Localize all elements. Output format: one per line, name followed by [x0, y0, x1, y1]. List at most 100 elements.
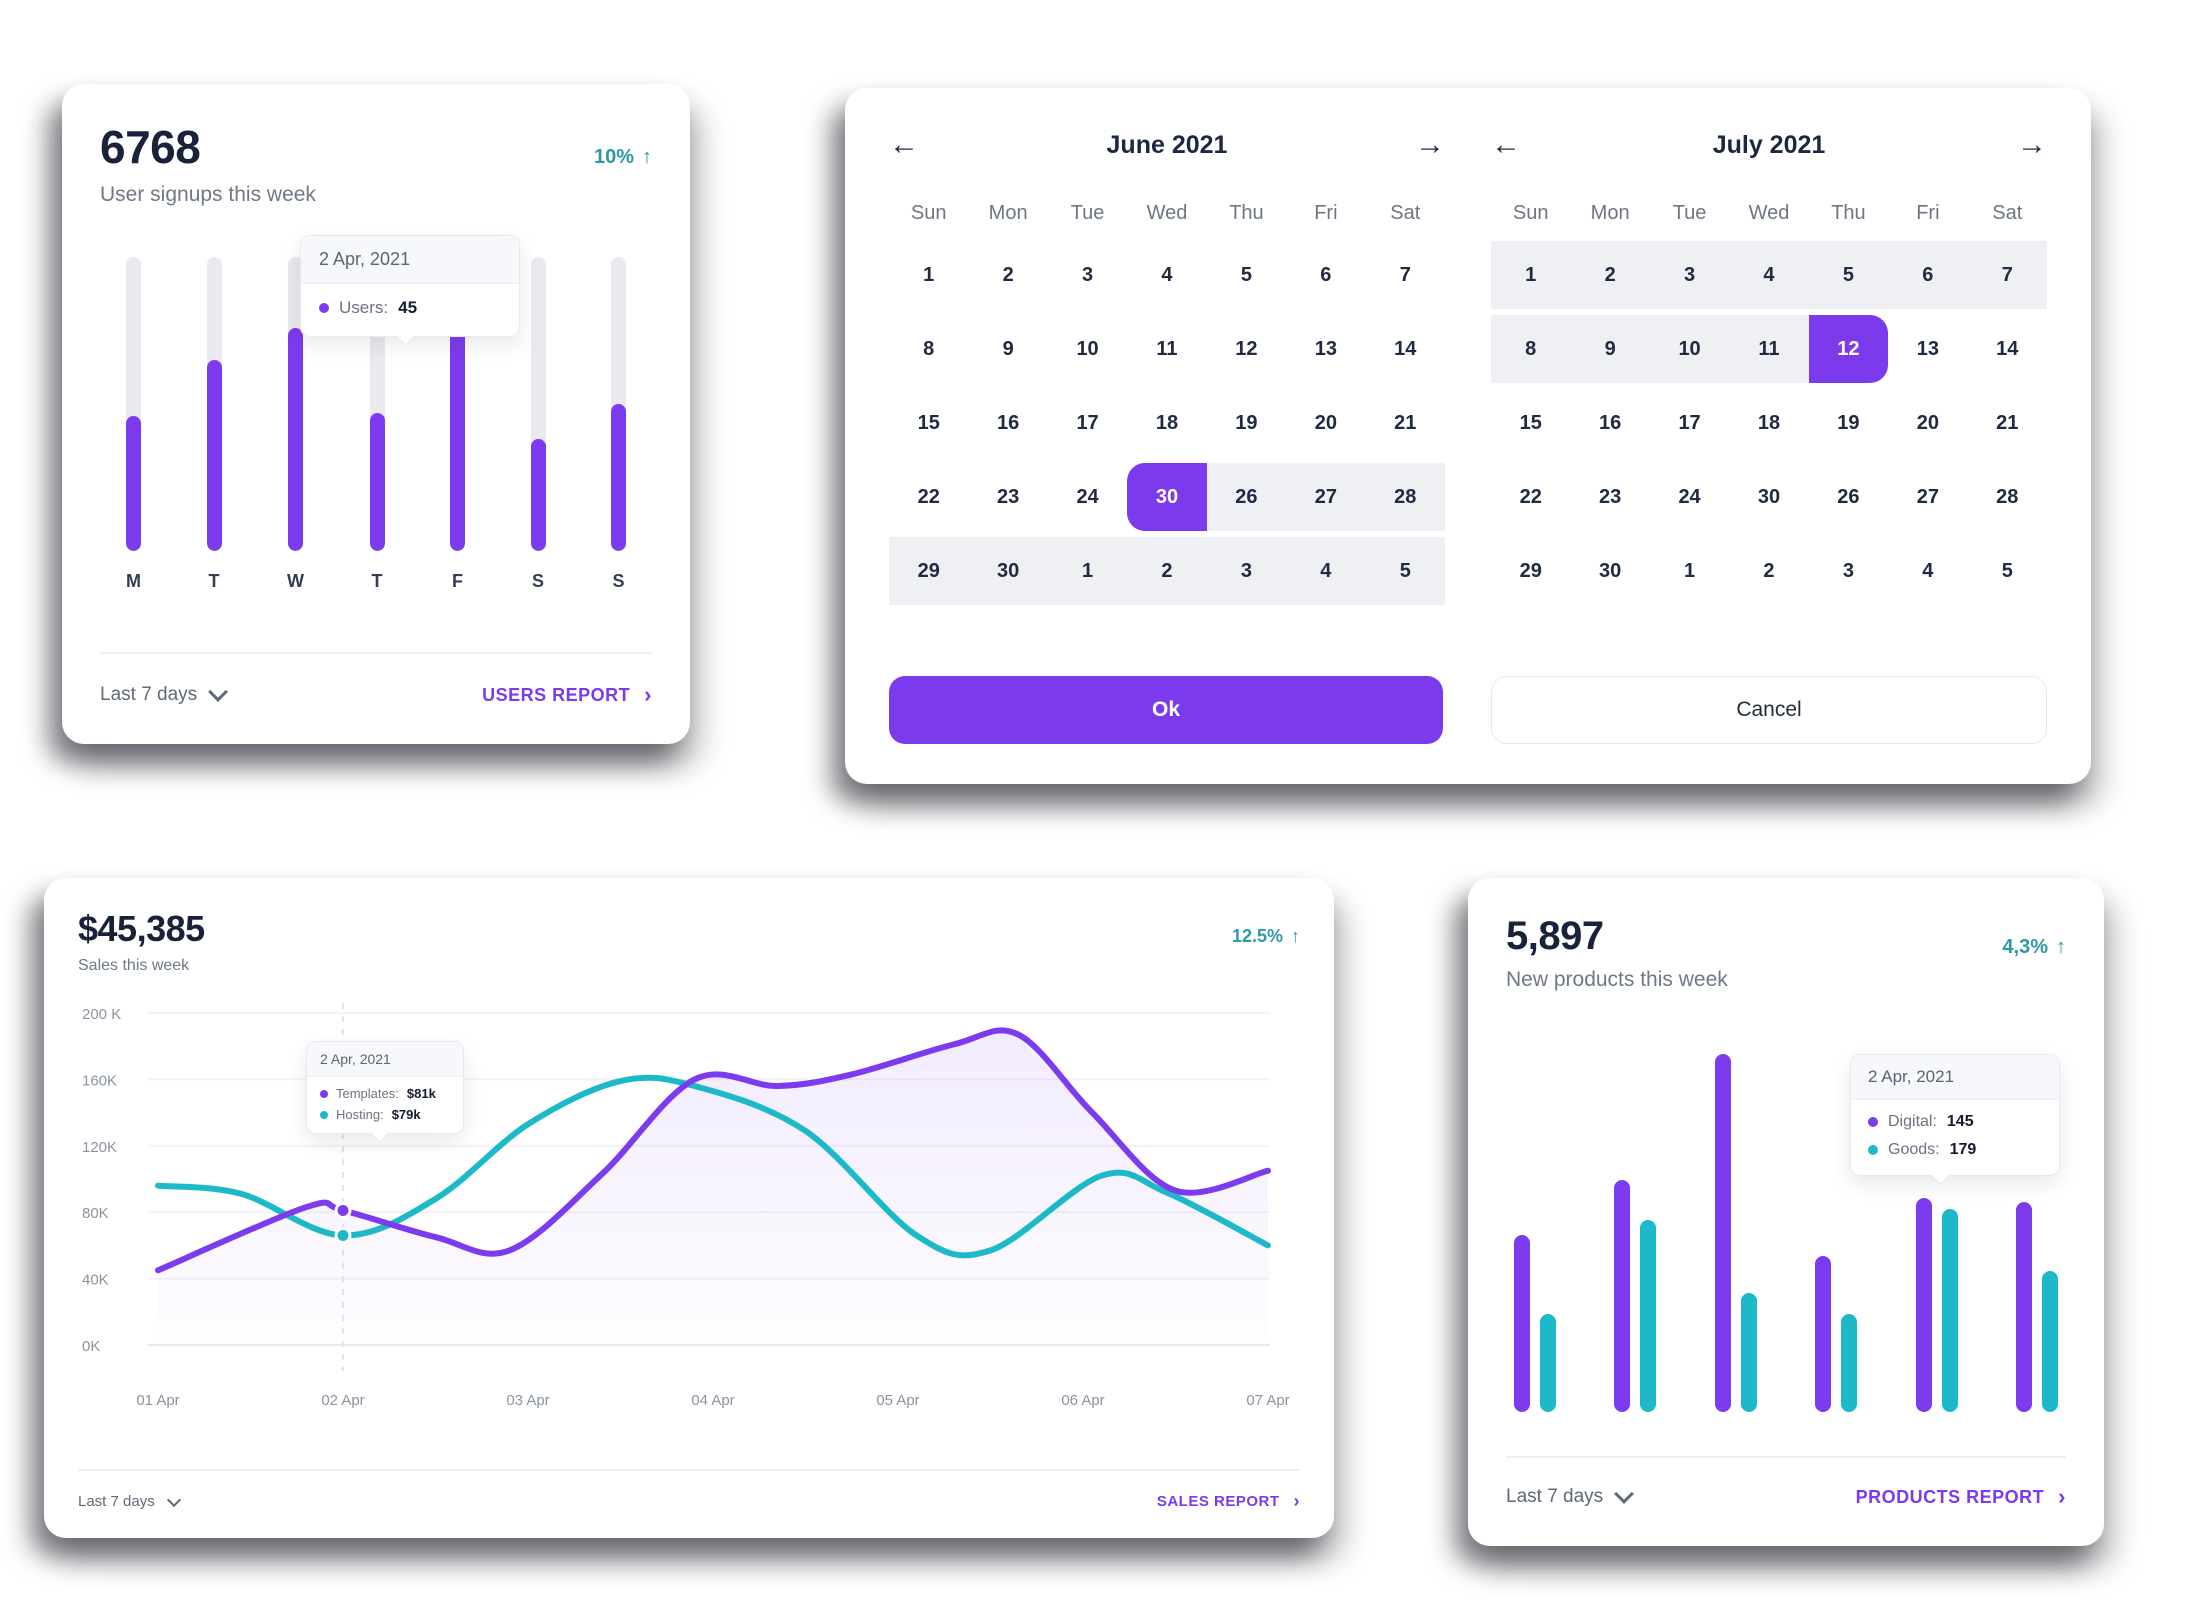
calendar-day[interactable]: 6 [1320, 263, 1332, 286]
calendar-day[interactable]: 2 [1570, 241, 1650, 309]
calendar-day[interactable]: 2 [1127, 537, 1207, 605]
cancel-button[interactable]: Cancel [1491, 676, 2047, 744]
calendar-day[interactable]: 29 [1519, 559, 1542, 582]
products-bar-group[interactable] [1815, 1050, 1858, 1412]
calendar-day[interactable]: 5 [1808, 241, 1889, 309]
calendar-day[interactable]: 13 [1314, 337, 1337, 360]
calendar-day[interactable]: 12 [1235, 337, 1258, 360]
calendar-day[interactable]: 9 [1002, 337, 1014, 360]
users-bar-column[interactable]: W [287, 257, 304, 609]
calendar-day[interactable]: 9 [1570, 315, 1650, 383]
products-bar-group[interactable] [2015, 1050, 2058, 1412]
calendar-day[interactable]: 16 [997, 411, 1020, 434]
calendar-day[interactable]: 1 [923, 263, 935, 286]
calendar-day[interactable]: 17 [1076, 411, 1099, 434]
calendar-day[interactable]: 1 [1047, 537, 1128, 605]
calendar-day[interactable]: 5 [1240, 263, 1252, 286]
users-range-dropdown[interactable]: Last 7 days [100, 682, 229, 706]
next-month-arrow-icon[interactable]: → [1414, 128, 1445, 161]
sales-line-chart[interactable]: 200 K 160K 120K 80K 40K 0K 01 Apr 02 Apr 03 Apr 0… [78, 989, 1300, 1429]
calendar-day[interactable]: 26 [1837, 485, 1860, 508]
calendar-day[interactable]: 26 [1206, 463, 1287, 531]
calendar-day[interactable]: 1 [1684, 559, 1696, 582]
calendar-day[interactable]: 18 [1757, 411, 1781, 434]
calendar-day[interactable]: 19 [1235, 411, 1258, 434]
bar-track [206, 257, 222, 551]
weekday-label: Mon [988, 202, 1028, 224]
calendar-day[interactable]: 18 [1155, 411, 1179, 434]
products-report-link[interactable]: PRODUCTS REPORT › [1856, 1484, 2066, 1510]
calendar-day[interactable]: 24 [1076, 485, 1099, 508]
calendar-day[interactable]: 15 [1519, 411, 1542, 434]
calendar-day[interactable]: 30 [1599, 559, 1622, 582]
calendar-day[interactable]: 11 [1156, 337, 1178, 360]
calendar-day[interactable]: 7 [1967, 241, 2047, 309]
calendar-day[interactable]: 23 [997, 485, 1020, 508]
calendar-day[interactable]: 30 [1757, 485, 1781, 508]
calendar-day[interactable]: 14 [1996, 337, 2019, 360]
calendar-day-selected[interactable]: 12 [1808, 315, 1889, 383]
calendar-day[interactable]: 8 [923, 337, 935, 360]
prev-month-arrow-icon[interactable]: ← [1491, 128, 1521, 161]
calendar-day[interactable]: 4 [1729, 241, 1809, 309]
calendar-day[interactable]: 29 [889, 537, 969, 605]
calendar-day[interactable]: 21 [1996, 411, 2019, 434]
products-bar-group[interactable] [1514, 1050, 1556, 1412]
calendar-day[interactable]: 3 [1082, 263, 1094, 286]
calendar-day[interactable]: 3 [1842, 559, 1854, 582]
calendar-day-selected[interactable]: 30 [1127, 463, 1207, 531]
calendar-day[interactable]: 6 [1888, 241, 1968, 309]
calendar-day[interactable]: 2 [1002, 263, 1014, 286]
calendar-day[interactable]: 8 [1491, 315, 1571, 383]
calendar-day[interactable]: 10 [1649, 315, 1730, 383]
calendar-day[interactable]: 23 [1599, 485, 1622, 508]
users-report-link[interactable]: USERS REPORT › [482, 682, 652, 708]
calendar-day[interactable]: 3 [1649, 241, 1730, 309]
calendar-day[interactable]: 15 [917, 411, 940, 434]
calendar-day[interactable]: 5 [1365, 537, 1445, 605]
calendar-day[interactable]: 16 [1599, 411, 1622, 434]
calendar-day[interactable]: 4 [1286, 537, 1366, 605]
users-bar-chart[interactable]: M T W T F S S 2 Apr, 2021 Users: 45 [100, 235, 652, 609]
products-bar-group[interactable] [1714, 1050, 1757, 1412]
products-bar-group[interactable] [1915, 1050, 1958, 1412]
calendar-day[interactable]: 7 [1399, 263, 1411, 286]
calendar-day[interactable]: 14 [1394, 337, 1417, 360]
series-dot-icon [1868, 1117, 1878, 1127]
next-month-arrow-icon[interactable]: → [2017, 128, 2047, 161]
calendar-day[interactable]: 28 [1996, 485, 2019, 508]
sales-range-dropdown[interactable]: Last 7 days [78, 1492, 181, 1510]
calendar-day[interactable]: 11 [1729, 315, 1809, 383]
ok-button[interactable]: Ok [889, 676, 1443, 744]
calendar-day[interactable]: 4 [1161, 263, 1173, 286]
calendar-day[interactable]: 1 [1491, 241, 1571, 309]
calendar-day[interactable]: 20 [1916, 411, 1939, 434]
sales-report-link[interactable]: SALES REPORT › [1157, 1491, 1300, 1512]
calendar-day[interactable]: 28 [1365, 463, 1445, 531]
calendar-day[interactable]: 2 [1763, 559, 1775, 582]
calendar-day[interactable]: 24 [1678, 485, 1701, 508]
calendar-day[interactable]: 17 [1678, 411, 1701, 434]
calendar-day[interactable]: 27 [1916, 485, 1939, 508]
calendar-day[interactable]: 4 [1922, 559, 1934, 582]
users-bar-column[interactable]: M [126, 257, 141, 609]
calendar-day[interactable]: 21 [1394, 411, 1417, 434]
products-bar-chart[interactable]: 2 Apr, 2021 Digital: 145 Goods: 179 [1506, 1016, 2066, 1412]
calendar-day[interactable]: 19 [1837, 411, 1860, 434]
users-bar-column[interactable]: S [530, 257, 546, 609]
users-bar-column[interactable]: S [611, 257, 626, 609]
calendar-day[interactable]: 5 [2001, 559, 2013, 582]
users-bar-column[interactable]: T [206, 257, 222, 609]
calendar-day[interactable]: 10 [1076, 337, 1099, 360]
prev-month-arrow-icon[interactable]: ← [889, 128, 919, 161]
products-range-dropdown[interactable]: Last 7 days [1506, 1484, 1635, 1508]
calendar-day[interactable]: 3 [1206, 537, 1287, 605]
calendar-day[interactable]: 20 [1314, 411, 1337, 434]
weekday-label: Sun [1512, 202, 1549, 224]
products-bar-group[interactable] [1614, 1050, 1657, 1412]
calendar-day[interactable]: 27 [1286, 463, 1366, 531]
calendar-day[interactable]: 13 [1916, 337, 1939, 360]
calendar-day[interactable]: 30 [968, 537, 1048, 605]
calendar-day[interactable]: 22 [1519, 485, 1542, 508]
calendar-day[interactable]: 22 [917, 485, 940, 508]
